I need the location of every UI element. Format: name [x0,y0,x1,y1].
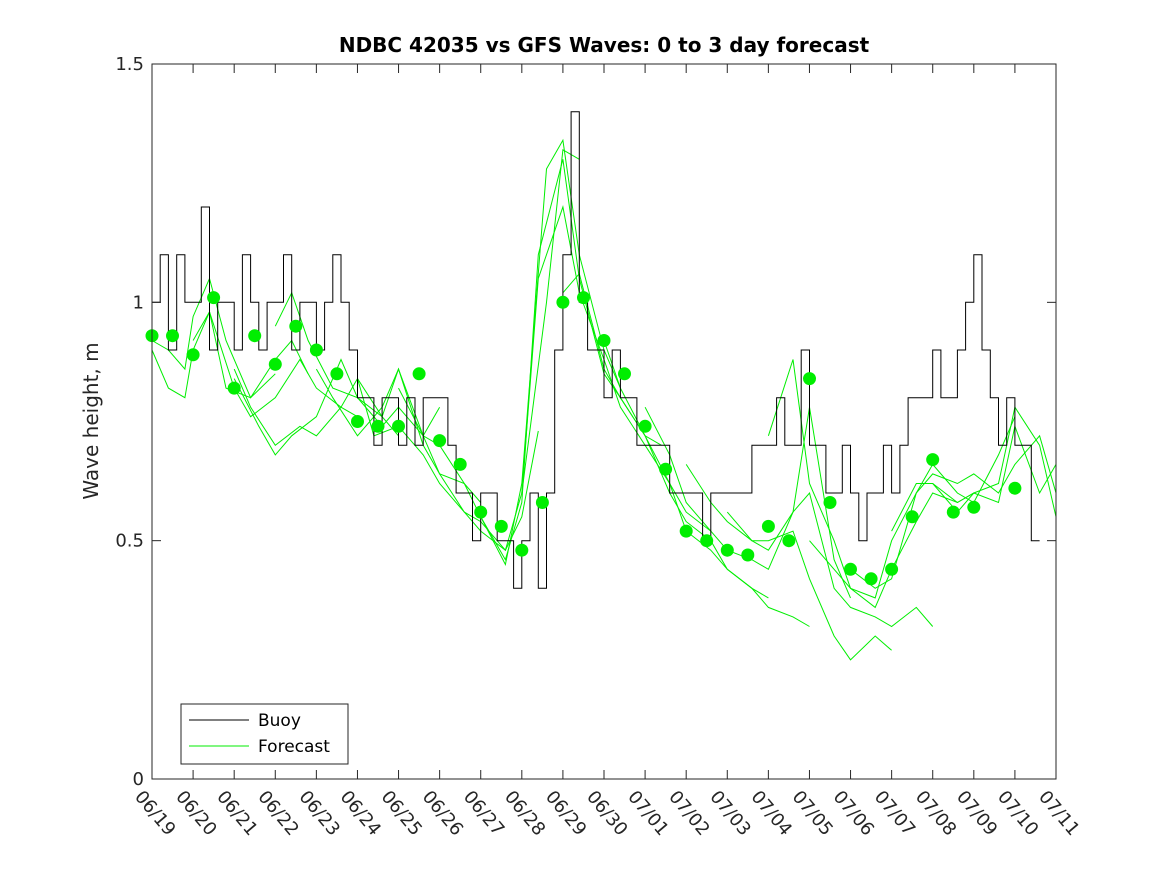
forecast-point [679,524,693,538]
buoy-series-line [152,111,1040,589]
forecast-run-18 [767,359,975,609]
y-tick-label: 0.5 [115,531,144,552]
forecast-point [700,534,714,548]
plot-area [145,63,1057,780]
forecast-point [535,496,549,509]
forecast-point [227,381,241,395]
legend-buoy-label: Buoy [258,711,301,731]
forecast-point [556,295,570,309]
forecast-point [803,372,816,386]
forecast-run-8 [357,378,539,551]
y-tick-label: 1.5 [115,54,144,75]
forecast-point [844,562,857,576]
forecast-point [351,415,364,428]
forecast-point [946,505,960,519]
forecast-point [782,534,796,548]
forecast-point [823,496,837,509]
forecast-point [453,457,467,471]
forecast-point [186,348,200,362]
forecast-point [967,500,981,514]
y-axis: 0 0.5 1 1.5 [115,54,1056,790]
y-tick-label: 1 [133,292,144,313]
forecast-point [392,419,405,433]
forecast-point [474,505,488,519]
forecast-point [577,291,590,305]
forecast-point [761,519,775,533]
forecast-run-2 [151,310,276,399]
forecast-point [905,510,919,524]
forecast-point [371,419,385,433]
forecast-point [494,519,508,533]
forecast-point [248,329,262,343]
forecast-point [289,319,303,333]
forecast-point [515,543,529,557]
forecast-point [618,367,631,381]
forecast-point [741,548,755,562]
forecast-point [268,357,282,371]
forecast-point [638,419,652,433]
forecast-run-17 [726,491,934,628]
forecast-point [885,562,899,576]
forecast-point [1008,481,1022,495]
y-axis-label: Wave height, m [79,342,103,499]
forecast-run-9 [398,148,580,552]
forecast-point [166,329,179,343]
forecast-point [330,367,344,381]
forecast-point [926,453,940,467]
forecast-point [864,572,878,586]
forecast-point [659,462,673,476]
forecast-point [207,291,221,305]
forecast-point [433,434,447,448]
forecast-run-20 [850,434,1057,589]
y-tick-label: 0 [133,769,144,790]
legend-forecast-label: Forecast [258,737,330,757]
legend: Buoy Forecast [180,703,349,765]
forecast-point [720,543,734,557]
legend-box [180,703,349,765]
forecast-point [412,367,426,381]
forecast-run-16 [685,464,892,661]
forecast-point [597,334,611,347]
chart-title: NDBC 42035 vs GFS Waves: 0 to 3 day fore… [339,33,870,57]
forecast-point [309,343,323,357]
plot-background [152,64,1056,779]
